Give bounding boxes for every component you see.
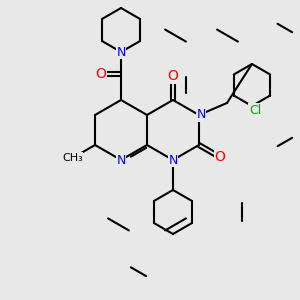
Text: N: N [116,46,126,59]
Text: CH₃: CH₃ [62,153,83,163]
Text: Cl: Cl [249,103,261,116]
Text: N: N [116,154,126,166]
Text: N: N [168,154,178,166]
Text: O: O [214,150,225,164]
Text: O: O [167,69,178,83]
Text: O: O [96,67,106,81]
Text: N: N [196,109,206,122]
